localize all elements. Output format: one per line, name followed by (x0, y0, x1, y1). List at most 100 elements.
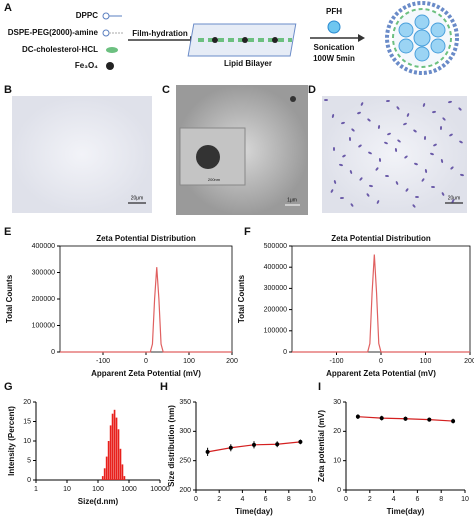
bar (117, 429, 120, 480)
cell (424, 169, 428, 173)
bilayer-label: Lipid Bilayer (224, 59, 272, 68)
data-point (451, 419, 456, 424)
component-icons (102, 12, 124, 70)
bar (113, 409, 116, 480)
x-tick-label: 4 (240, 496, 244, 503)
bar (123, 476, 126, 480)
cell (394, 148, 398, 152)
bar (109, 425, 112, 480)
y-tick-label: 300 (179, 428, 191, 435)
panel-letter: B (4, 84, 12, 96)
agent-label: PFH (326, 7, 342, 16)
x-axis-title: Apparent Zeta Potential (mV) (326, 369, 436, 378)
cell (442, 117, 446, 121)
particle (196, 145, 220, 169)
y-tick-label: 15 (23, 418, 31, 425)
cell (348, 137, 352, 141)
step-label: Sonication (314, 43, 355, 52)
y-tick-label: 20 (333, 428, 341, 435)
cell (415, 195, 419, 199)
y-tick-label: 500000 (264, 243, 287, 250)
chart-title: Zeta Potential Distribution (96, 234, 196, 243)
scale-label: 200nm (208, 177, 221, 182)
x-tick-label: 4 (392, 496, 396, 503)
cell (440, 159, 444, 163)
panel-letter: H (160, 381, 168, 393)
cell (384, 141, 388, 145)
plot-frame (291, 245, 471, 353)
data-point (275, 442, 280, 447)
y-tick-label: 0 (283, 349, 287, 356)
y-tick-label: 400000 (264, 264, 287, 271)
cell (414, 162, 418, 166)
cell (377, 125, 381, 129)
cell (397, 139, 401, 143)
cell (441, 192, 445, 196)
scale-label: 1μm (287, 197, 297, 203)
cell (460, 173, 464, 177)
cell (448, 100, 452, 104)
x-axis-title: Size(d.nm) (78, 497, 119, 506)
y-axis-title: Zeta potential (mV) (317, 410, 326, 482)
cell (368, 151, 372, 155)
cell (403, 122, 407, 126)
component-label: Fe₃O₄ (75, 61, 98, 70)
y-tick-label: 350 (179, 399, 191, 406)
scale-label: 20μm (448, 195, 461, 201)
panel-letter: F (244, 226, 251, 238)
x-axis-title: Time(day) (235, 507, 273, 516)
y-tick-label: 100000 (264, 328, 287, 335)
y-tick-label: 100000 (32, 322, 55, 329)
y-tick-label: 400000 (32, 243, 55, 250)
bar (101, 476, 104, 480)
cell (358, 144, 362, 148)
data-point (379, 416, 384, 421)
scale-label: 20μm (131, 195, 144, 201)
cell (439, 126, 443, 130)
x-tick-label: 6 (264, 496, 268, 503)
bar (119, 448, 122, 480)
cell (376, 200, 380, 204)
bilayer (187, 23, 297, 57)
data-point (298, 439, 303, 444)
cell (406, 113, 410, 117)
y-tick-label: 10 (333, 458, 341, 465)
x-tick-label: -100 (329, 358, 343, 365)
y-tick-label: 10 (23, 438, 31, 445)
x-tick-label: -100 (96, 358, 110, 365)
micrograph (12, 96, 152, 213)
cell (378, 158, 382, 162)
cell (413, 129, 417, 133)
x-tick-label: 200 (464, 358, 474, 365)
step-label: Film-hydration (132, 29, 188, 38)
cell (430, 152, 434, 156)
cell (404, 155, 408, 159)
y-tick-label: 250 (179, 458, 191, 465)
data-point (228, 445, 233, 450)
x-tick-label: 1 (34, 486, 38, 493)
component-label: DPPC (76, 11, 98, 20)
cell (375, 167, 379, 171)
micrograph (322, 96, 467, 213)
y-tick-label: 5 (27, 457, 31, 464)
particle (290, 96, 296, 102)
y-tick-label: 20 (23, 399, 31, 406)
panel-letter: I (318, 381, 321, 393)
bar (121, 464, 124, 480)
data-point (355, 414, 360, 419)
y-tick-label: 0 (27, 477, 31, 484)
cell (366, 193, 370, 197)
cell (341, 121, 345, 125)
x-tick-label: 6 (415, 496, 419, 503)
cell (412, 204, 416, 208)
x-axis-title: Time(day) (387, 507, 425, 516)
cell (369, 184, 373, 188)
x-tick-label: 100 (420, 358, 432, 365)
data-line (292, 254, 470, 353)
y-tick-label: 200000 (32, 296, 55, 303)
cell (395, 181, 399, 185)
cell (433, 143, 437, 147)
cell (449, 133, 453, 137)
cell (349, 170, 353, 174)
